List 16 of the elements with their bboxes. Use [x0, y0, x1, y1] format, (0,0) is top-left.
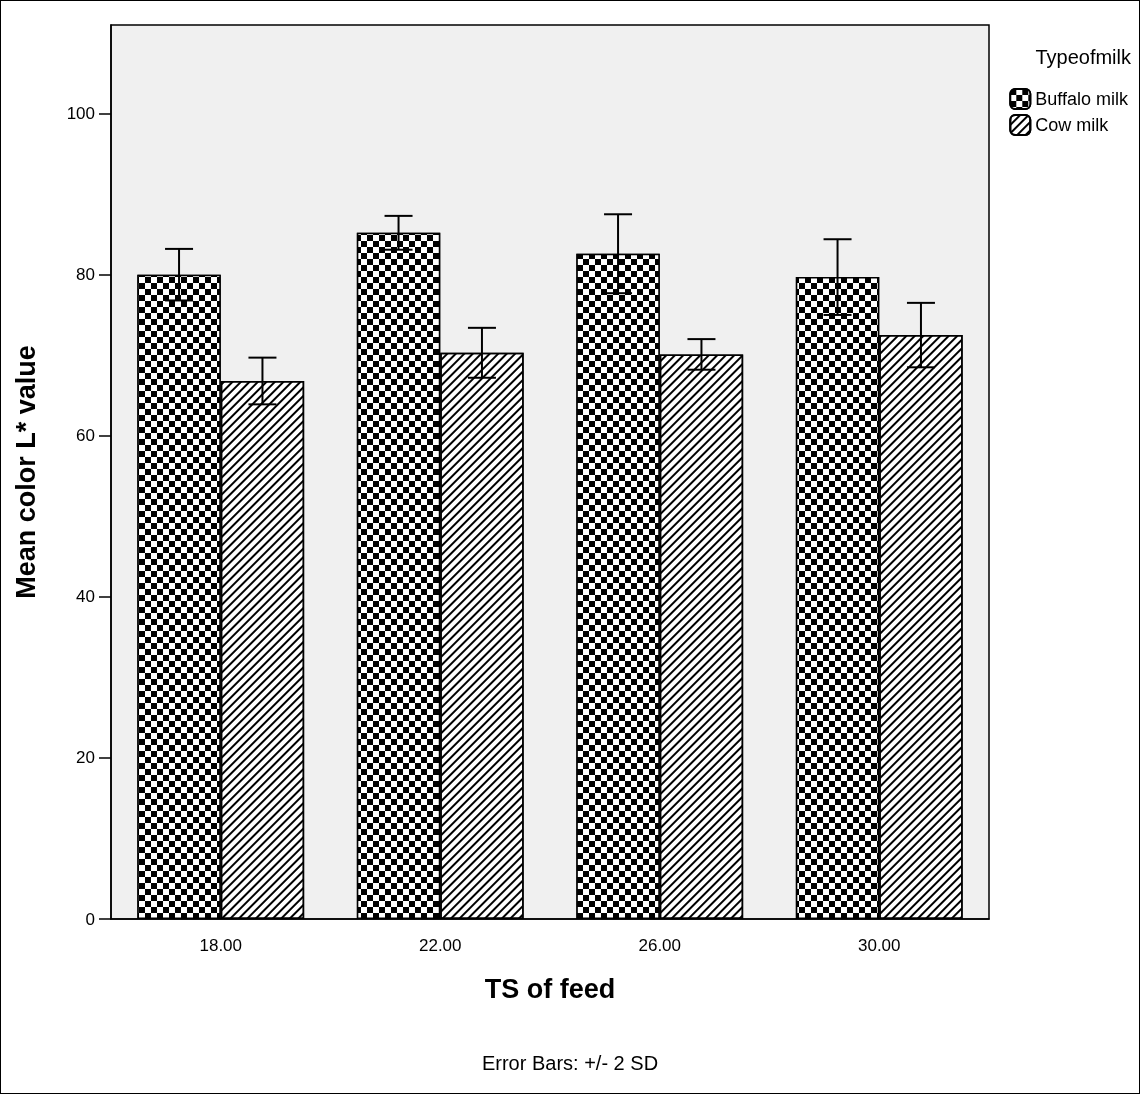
- y-tick-label: 40: [76, 587, 95, 607]
- x-tick-label: 30.00: [857, 936, 901, 955]
- legend-label: Buffalo milk: [1035, 89, 1129, 109]
- legend-label: Cow milk: [1035, 115, 1110, 135]
- text: Error Bars: +/- 2 SD: [481, 1052, 659, 1074]
- x-axis-title: TS of feed: [484, 973, 616, 1004]
- y-tick-label: 100: [66, 104, 95, 124]
- y-tick-label: 20: [76, 748, 95, 768]
- y-axis-title: Mean color L* value: [10, 345, 41, 599]
- x-tick-label: 18.00: [199, 936, 243, 955]
- y-tick-label: 60: [76, 426, 95, 446]
- y-tick-label: 80: [76, 265, 95, 285]
- legend-title: Typeofmilk: [1035, 46, 1132, 68]
- x-tick-label: 26.00: [638, 936, 682, 955]
- y-tick-label: 0: [85, 909, 95, 929]
- x-tick-label: 22.00: [418, 936, 462, 955]
